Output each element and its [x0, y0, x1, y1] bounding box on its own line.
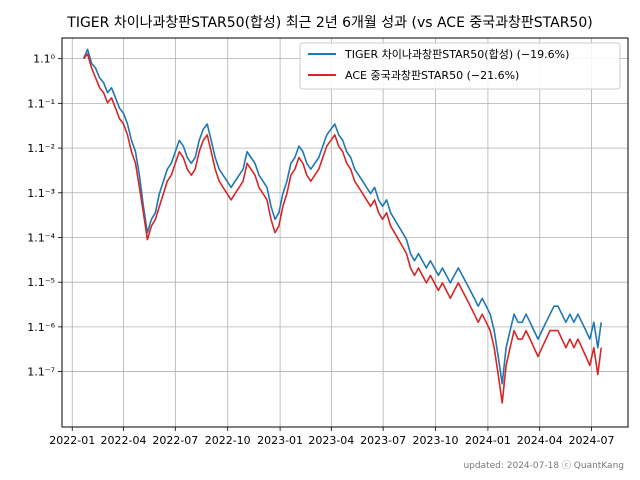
x-tick-label: 2023-10: [413, 434, 459, 447]
y-tick-label: 1.1⁻⁵: [27, 276, 55, 289]
x-axis: 2022-01 2022-04 2022-07 2022-10 2023-01 2023-…: [49, 427, 615, 447]
legend-label-ace: ACE 중국과창판STAR50 (−21.6%): [345, 69, 519, 82]
x-tick-label: 2022-07: [152, 434, 198, 447]
x-tick-label: 2023-04: [308, 434, 354, 447]
footer-credit: updated: 2024-07-18 ⓒ QuantKang: [463, 460, 624, 471]
y-tick-label: 1.1⁻³: [27, 187, 55, 200]
legend: TIGER 차이나과창판STAR50(합성) (−19.6%) ACE 중국과창…: [299, 42, 621, 90]
x-tick-label: 2024-07: [569, 434, 615, 447]
y-tick-label: 1.1⁻⁴: [27, 231, 55, 244]
y-tick-label: 1.1⁻⁶: [27, 321, 55, 334]
x-tick-label: 2022-10: [205, 434, 251, 447]
y-axis: 1.1⁰ 1.1⁻¹ 1.1⁻² 1.1⁻³ 1.1⁻⁴ 1.1⁻⁵ 1.1⁻⁶ 1.1⁻⁷: [27, 53, 62, 379]
y-tick-label: 1.1⁰: [33, 53, 55, 66]
series-line-ace: [82, 53, 602, 404]
legend-label-tiger: TIGER 차이나과창판STAR50(합성) (−19.6%): [344, 48, 569, 61]
x-tick-label: 2024-04: [517, 434, 563, 447]
x-tick-label: 2022-01: [49, 434, 95, 447]
plot-frame: [61, 37, 629, 428]
y-tick-label: 1.1⁻²: [27, 142, 55, 155]
series-lines: [82, 48, 602, 404]
series-line-tiger: [82, 48, 602, 385]
x-tick-label: 2024-01: [465, 434, 511, 447]
x-tick-label: 2023-01: [257, 434, 303, 447]
y-tick-label: 1.1⁻⁷: [27, 366, 55, 379]
x-tick-label: 2022-04: [101, 434, 147, 447]
x-tick-label: 2023-07: [360, 434, 406, 447]
y-tick-label: 1.1⁻¹: [27, 97, 55, 110]
chart-title: TIGER 차이나과창판STAR50(합성) 최근 2년 6개월 성과 (vs …: [66, 15, 592, 31]
legend-box: [299, 42, 621, 90]
